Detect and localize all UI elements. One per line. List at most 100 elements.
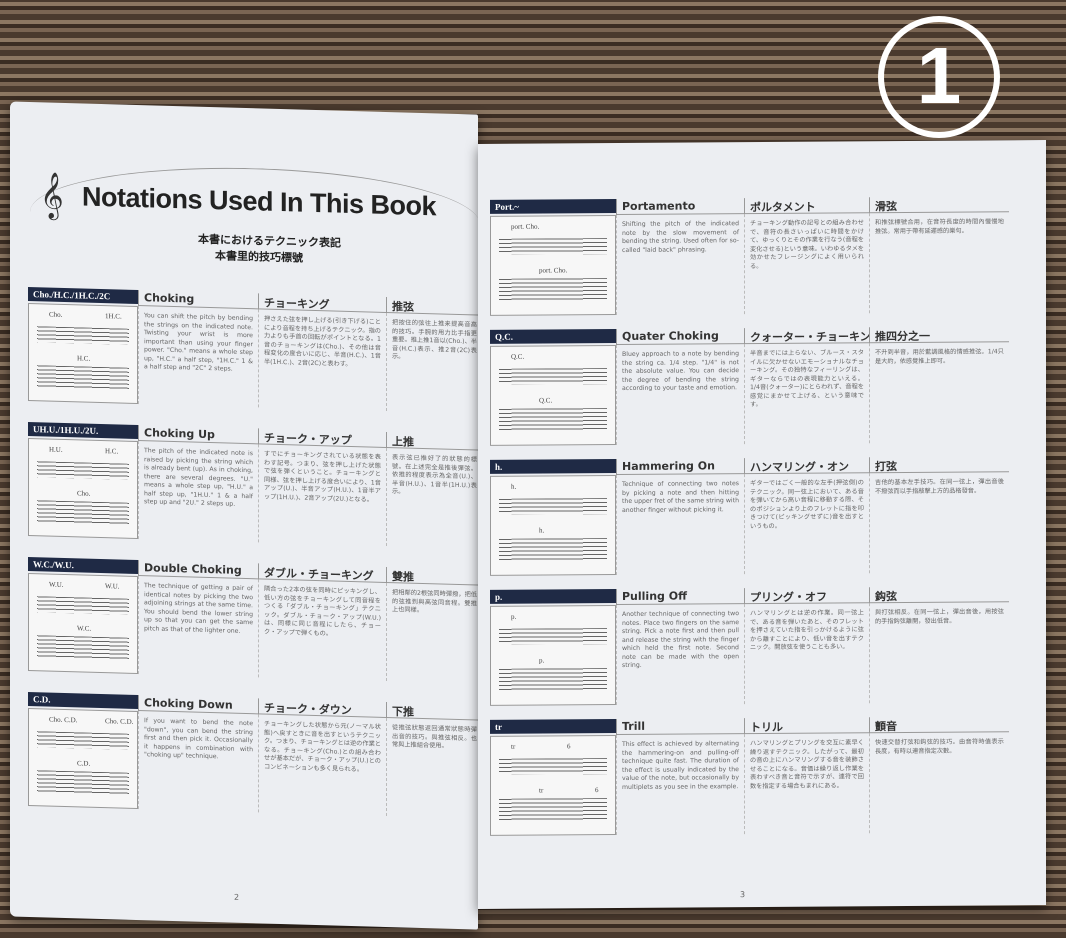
notation-mark: tr bbox=[539, 786, 544, 795]
description-english: If you want to bend the note "down", you… bbox=[138, 711, 258, 813]
description-japanese: チョーキング動作の記号との組み合わせで、音符の長さいっぱいに時間をかけて、ゆっく… bbox=[744, 213, 869, 315]
description-chinese: 與打弦相反。在同一弦上，彈出音後，用按弦的手指鈎弦離開，發出低音。 bbox=[869, 602, 1009, 704]
description-chinese: 快速交替打弦和鈎弦的技巧。由音符時值表示長度，有時以連音指定次數。 bbox=[869, 732, 1009, 834]
music-notation-example: H.U. Cho. H.C. bbox=[28, 437, 138, 540]
notation-tag: UH.U./1H.U./2U. bbox=[28, 421, 138, 440]
staff-lines bbox=[499, 498, 607, 515]
right-page: Port.~ Portamento ポルタメント 滑弦 port. Cho. po… bbox=[478, 140, 1046, 909]
page-number: 3 bbox=[740, 890, 746, 900]
term-english: Portamento bbox=[616, 198, 744, 216]
notation-tag: p. bbox=[490, 589, 616, 604]
description-japanese: ハンマリングとプリングを交互に素早く繰り返すテクニック。したがって、最初の音の上… bbox=[744, 733, 869, 835]
notation-tag: tr bbox=[490, 719, 616, 734]
term-english: Trill bbox=[616, 718, 744, 736]
term-japanese: プリング・オフ bbox=[744, 587, 869, 605]
notation-section: W.C./W.U. Double Choking ダブル・チョーキング 雙推 W… bbox=[28, 556, 482, 684]
notation-tag: C.D. bbox=[28, 691, 138, 710]
notation-mark: H.U. bbox=[49, 445, 63, 454]
number-badge: 1 bbox=[878, 16, 1000, 138]
term-japanese: ポルタメント bbox=[744, 197, 869, 215]
music-notation-example: tr tr 6 6 bbox=[490, 735, 616, 836]
notation-mark: W.C. bbox=[77, 624, 92, 633]
tab-lines bbox=[499, 538, 607, 561]
notation-mark: Cho. bbox=[49, 310, 63, 319]
page-number: 2 bbox=[234, 892, 240, 902]
notation-tag: h. bbox=[490, 459, 616, 474]
term-english: Quater Choking bbox=[616, 328, 744, 346]
treble-clef-logo: 𝄞 bbox=[40, 172, 64, 219]
notation-section: Cho./H.C./1H.C./2C Choking チョーキング 推弦 Cho… bbox=[28, 286, 482, 414]
description-chinese: 從推弦狀態返回通常狀態時彈出音的技巧。與推弦相反。也常與上推組合使用。 bbox=[386, 717, 482, 819]
notation-section: p. Pulling Off プリング・オフ 鈎弦 p. p. Another t… bbox=[490, 586, 1009, 706]
description-japanese: 半音までには上らない、ブルース・スタイルに欠かせないエモーショナルなチョーキング… bbox=[744, 343, 869, 445]
term-chinese: 打弦 bbox=[869, 456, 1009, 474]
description-english: This effect is achieved by alternating t… bbox=[616, 734, 744, 836]
term-japanese: ハンマリング・オン bbox=[744, 457, 869, 475]
term-japanese: トリル bbox=[744, 717, 869, 735]
description-japanese: すでにチョーキングされている状態を表わす記号。つまり、弦を押し上げた状態で弦を弾… bbox=[258, 444, 386, 546]
staff-lines bbox=[37, 325, 129, 345]
tab-lines bbox=[37, 769, 129, 795]
tab-lines bbox=[499, 408, 607, 431]
notation-tag: W.C./W.U. bbox=[28, 556, 138, 575]
notation-section: C.D. Choking Down チョーク・ダウン 下推 Cho. C.D. C… bbox=[28, 691, 482, 819]
term-japanese: クォーター・チョーキング bbox=[744, 327, 869, 345]
notation-mark: Q.C. bbox=[511, 352, 525, 361]
term-english: Hammering On bbox=[616, 458, 744, 476]
staff-lines bbox=[499, 628, 607, 645]
left-page: 𝄞 Notations Used In This Book 本書におけるテクニッ… bbox=[10, 101, 482, 930]
tab-lines bbox=[499, 668, 607, 691]
description-english: Bluey approach to a note by bending the … bbox=[616, 344, 744, 446]
staff-lines bbox=[499, 758, 607, 775]
notation-mark: C.D. bbox=[77, 759, 91, 768]
tab-lines bbox=[499, 278, 607, 301]
notation-mark: port. Cho. bbox=[539, 266, 568, 275]
tab-lines bbox=[499, 798, 607, 821]
notation-mark: H.C. bbox=[77, 354, 91, 363]
notation-mark: W.U. bbox=[105, 582, 120, 591]
description-english: Another technique of connecting two note… bbox=[616, 604, 744, 706]
music-notation-example: h. h. bbox=[490, 475, 616, 576]
description-chinese: 不升到半音，用於藍調風格的情感推弦。1/4只是大約，依感覺推上即可。 bbox=[869, 342, 1009, 444]
notation-mark: p. bbox=[511, 612, 517, 621]
notation-mark: h. bbox=[539, 526, 545, 535]
notation-mark: W.U. bbox=[49, 580, 64, 589]
description-japanese: 隣合った2本の弦を同時にピッキングし、低い方の弦をチョーキングして同音程をつくる… bbox=[258, 579, 386, 681]
notation-mark: H.C. bbox=[105, 447, 119, 456]
notation-mark: p. bbox=[539, 656, 545, 665]
notation-mark: port. Cho. bbox=[511, 222, 540, 231]
description-japanese: チョーキングした状態から元(ノーマル状態)へ戻すときに音を出すというテクニック。… bbox=[258, 714, 386, 816]
term-chinese: 顫音 bbox=[869, 716, 1009, 734]
term-english: Pulling Off bbox=[616, 588, 744, 606]
music-notation-example: Cho. H.C. 1H.C. bbox=[28, 302, 138, 405]
notation-mark: Cho. bbox=[77, 489, 91, 498]
tab-lines bbox=[37, 499, 129, 525]
music-notation-example: Q.C. Q.C. bbox=[490, 345, 616, 446]
notation-section: UH.U./1H.U./2U. Choking Up チョーク・アップ 上推 H… bbox=[28, 421, 482, 549]
description-japanese: ハンマリングとは逆の作業。同一弦上で、ある音を弾いたあと、そのフレットを押さえて… bbox=[744, 603, 869, 705]
notation-section: h. Hammering On ハンマリング・オン 打弦 h. h. Techni… bbox=[490, 456, 1009, 576]
music-notation-example: Cho. C.D. C.D. Cho. C.D. bbox=[28, 707, 138, 810]
notation-mark: Q.C. bbox=[539, 396, 553, 405]
notation-section: Port.~ Portamento ポルタメント 滑弦 port. Cho. po… bbox=[490, 196, 1009, 316]
description-japanese: ギターではごく一般的な左手(押弦側)のテクニック。同一弦上において、ある音を弾い… bbox=[744, 473, 869, 575]
staff-lines bbox=[499, 368, 607, 385]
description-english: The technique of getting a pair of ident… bbox=[138, 576, 258, 678]
notation-section: tr Trill トリル 顫音 tr tr 6 6 This effect is ac… bbox=[490, 716, 1009, 836]
notation-mark: h. bbox=[511, 482, 517, 491]
description-chinese: 表示弦已推好了的狀態的標號。在上述完全是推後彈弦。依推的程度表示為全音(U.)、… bbox=[386, 447, 482, 549]
description-chinese: 把相鄰的2根弦同時彈撥，把低的弦推到與高弦同音程。雙推上也同樣。 bbox=[386, 582, 482, 684]
notation-mark: 6 bbox=[567, 742, 571, 751]
notation-section: Q.C. Quater Choking クォーター・チョーキング 推四分之一 Q… bbox=[490, 326, 1009, 446]
staff-lines bbox=[37, 595, 129, 615]
tab-lines bbox=[37, 364, 129, 390]
description-english: Shifting the pitch of the indicated note… bbox=[616, 214, 744, 316]
description-english: You can shift the pitch by bending the s… bbox=[138, 306, 258, 408]
notation-tag: Cho./H.C./1H.C./2C bbox=[28, 286, 138, 305]
term-chinese: 滑弦 bbox=[869, 196, 1009, 214]
staff-lines bbox=[37, 460, 129, 480]
notation-mark: tr bbox=[511, 742, 516, 751]
description-chinese: 把按住的弦往上推来提高音高的技巧。手腕的用力比手指更重要。推上推1音以(Cho.… bbox=[386, 312, 482, 414]
tab-lines bbox=[37, 634, 129, 660]
staff-lines bbox=[499, 238, 607, 255]
